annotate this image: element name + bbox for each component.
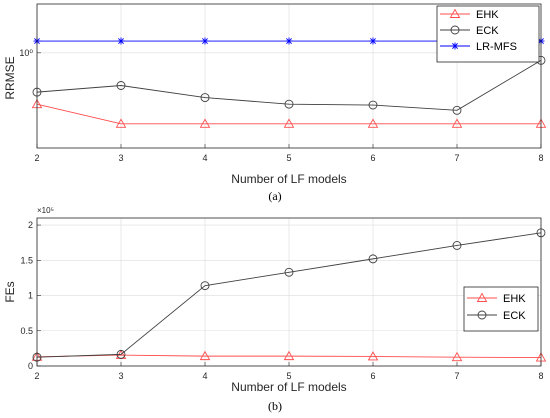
y-tick-label: 1 — [28, 291, 33, 301]
data-point-ehk — [115, 118, 127, 128]
data-point-ehk — [283, 350, 295, 361]
x-tick-label: 8 — [538, 153, 543, 163]
x-axis-label-b: Number of LF models — [231, 380, 346, 394]
series-ehk — [31, 349, 547, 362]
data-point-ehk — [367, 118, 379, 128]
legend-box-b — [463, 286, 539, 332]
x-axis-label-a: Number of LF models — [231, 172, 346, 186]
legend-entry-eck: ECK — [467, 310, 526, 322]
series-line-eck — [36, 59, 542, 111]
legend-marker — [476, 292, 488, 302]
legend-label: ECK — [476, 25, 499, 37]
series-line-ehk — [36, 354, 542, 358]
y-axis-label-a: RRMSE — [3, 56, 17, 99]
y-exponent-label-b: ×10⁵ — [37, 206, 54, 215]
x-tick-label: 2 — [34, 153, 39, 163]
x-ticks-b: 2 3 4 5 6 7 8 — [34, 362, 544, 381]
y-tick-label: 2 — [28, 220, 33, 230]
data-point-ehk — [199, 118, 211, 128]
legend-label: LR-MFS — [476, 41, 517, 53]
legend-entry-ehk: EHK — [467, 292, 526, 305]
y-tick-label: 10⁰ — [19, 48, 33, 58]
legend-marker — [451, 42, 459, 50]
data-point-eck — [200, 93, 210, 103]
legend-marker — [449, 8, 461, 18]
data-point-eck — [200, 281, 210, 291]
data-point-ehk — [451, 351, 463, 362]
data-point-ehk — [367, 351, 379, 361]
legend-entry-lr-mfs: LR-MFS — [440, 41, 517, 53]
data-point-lr-mfs — [117, 37, 125, 45]
legend-label: EHK — [503, 293, 526, 305]
y-axis-label-b: FEs — [3, 281, 17, 302]
x-ticks-a: 2 3 4 5 6 7 8 — [34, 144, 544, 163]
data-point-eck — [116, 349, 126, 359]
x-tick-label: 7 — [454, 371, 459, 381]
series-line-ehk — [36, 103, 541, 125]
legend-entry-ehk: EHK — [440, 8, 499, 21]
legend-marker — [450, 25, 460, 35]
data-point-eck — [368, 254, 378, 264]
x-tick-label: 5 — [286, 153, 291, 163]
data-point-eck — [452, 241, 462, 250]
data-point-ehk — [283, 118, 295, 128]
data-point-eck — [284, 99, 294, 109]
data-point-ehk — [199, 350, 211, 361]
data-point-eck — [116, 81, 126, 90]
x-tick-label: 3 — [118, 153, 123, 163]
y-ticks-b: 0 0.5 1 1.5 2 — [20, 220, 41, 371]
x-tick-label: 4 — [202, 153, 207, 163]
series-eck — [32, 228, 546, 362]
y-ticks-a: 10⁰ — [19, 48, 41, 58]
legend-label: EHK — [476, 9, 499, 21]
data-point-lr-mfs — [369, 37, 377, 45]
series-b — [31, 228, 547, 362]
caption-b: (b) — [268, 399, 282, 413]
legend-entry-eck: ECK — [440, 25, 499, 37]
data-point-lr-mfs — [201, 37, 209, 45]
data-point-lr-mfs — [285, 37, 293, 45]
chart-b: 2 3 4 5 6 7 8 0 0.5 1 1.5 2 ×10⁵ Number of LF mode… — [3, 206, 547, 413]
legend-b: EHK ECK — [463, 286, 539, 332]
legend-marker — [477, 310, 487, 320]
x-tick-label: 3 — [118, 371, 123, 381]
x-tick-label: 4 — [202, 371, 207, 381]
x-tick-label: 2 — [34, 371, 39, 381]
x-tick-label: 6 — [370, 153, 375, 163]
chart-a: 2 3 4 5 6 7 8 10⁰ Number of LF models RRMSE (a… — [3, 3, 547, 203]
data-point-ehk — [451, 118, 463, 128]
x-tick-label: 8 — [538, 371, 543, 381]
y-tick-label: 0 — [28, 361, 33, 371]
legend-a: EHK ECK LR-MFS — [436, 5, 540, 63]
legend-label: ECK — [503, 310, 526, 322]
x-tick-label: 5 — [286, 371, 291, 381]
x-tick-label: 6 — [370, 371, 375, 381]
series-line-eck — [36, 232, 542, 358]
y-tick-label: 0.5 — [20, 326, 33, 336]
y-tick-label: 1.5 — [20, 255, 33, 265]
data-point-eck — [368, 100, 378, 110]
data-point-eck — [284, 267, 294, 277]
x-tick-label: 7 — [454, 153, 459, 163]
data-point-eck — [452, 105, 462, 115]
caption-a: (a) — [268, 189, 281, 203]
